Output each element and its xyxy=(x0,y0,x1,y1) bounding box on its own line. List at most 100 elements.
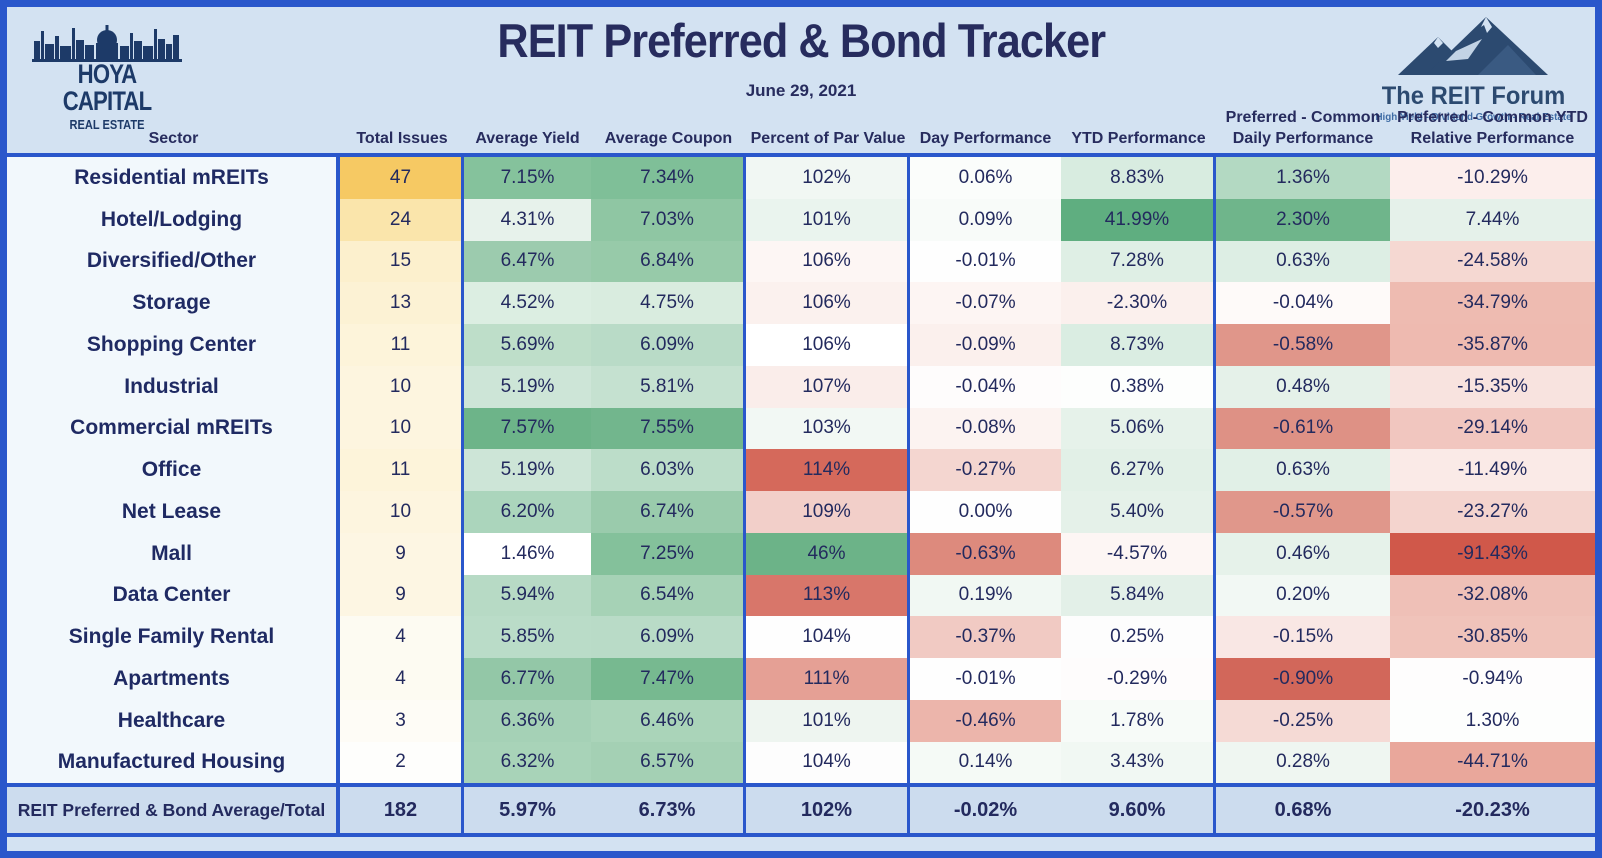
value-cell: -0.58% xyxy=(1216,324,1390,366)
table-row: Shopping Center 11 5.69% 6.09% 106% -0.09% 8.7… xyxy=(7,324,1595,366)
value-cell: 13 xyxy=(340,282,464,324)
value-cell: 3 xyxy=(340,699,464,742)
value-cell: 7.15% xyxy=(464,157,591,199)
value-cell: -4.57% xyxy=(1061,532,1216,575)
value-cell: 101% xyxy=(746,699,910,742)
total-value-cell: 102% xyxy=(746,787,910,834)
value-cell: 41.99% xyxy=(1061,198,1216,241)
value-cell: -0.01% xyxy=(910,240,1061,283)
value-cell: 5.81% xyxy=(591,365,746,408)
value-cell: -2.30% xyxy=(1061,282,1216,324)
value-cell: 8.83% xyxy=(1061,157,1216,199)
value-cell: 6.77% xyxy=(464,658,591,700)
header-divider xyxy=(7,153,1595,157)
value-cell: 15 xyxy=(340,240,464,283)
value-cell: 47 xyxy=(340,157,464,199)
value-cell: 0.25% xyxy=(1061,616,1216,658)
table-row: Apartments 4 6.77% 7.47% 111% -0.01% -0.29% -0.… xyxy=(7,658,1595,700)
sector-cell: Diversified/Other xyxy=(7,240,340,283)
sector-cell: Storage xyxy=(7,282,340,324)
value-cell: 4 xyxy=(340,616,464,658)
value-cell: 6.74% xyxy=(591,491,746,533)
value-cell: 5.69% xyxy=(464,324,591,366)
sector-cell: Single Family Rental xyxy=(7,616,340,658)
table-row: Storage 13 4.52% 4.75% 106% -0.07% -2.30% -0.04… xyxy=(7,282,1595,324)
total-value-cell: -20.23% xyxy=(1455,798,1530,821)
value-cell: -0.07% xyxy=(910,282,1061,324)
value-cell: -29.14% xyxy=(1390,407,1595,450)
value-cell: 4.75% xyxy=(591,282,746,324)
total-label-cell: REIT Preferred & Bond Average/Total xyxy=(7,787,340,834)
table-body: Residential mREITs 47 7.15% 7.34% 102% 0.06% 8… xyxy=(7,157,1595,784)
value-cell: 7.57% xyxy=(464,407,591,450)
value-cell: -0.04% xyxy=(910,365,1061,408)
sector-cell: Industrial xyxy=(7,365,340,408)
value-cell: -34.79% xyxy=(1390,282,1595,324)
column-header: Total Issues xyxy=(356,130,448,148)
value-cell: 0.63% xyxy=(1216,240,1390,283)
table-row: Residential mREITs 47 7.15% 7.34% 102% 0.06% 8… xyxy=(7,157,1595,199)
value-cell: -30.85% xyxy=(1390,616,1595,658)
value-cell: -91.43% xyxy=(1390,532,1595,575)
value-cell: 5.06% xyxy=(1061,407,1216,450)
total-value-cell: 182 xyxy=(340,787,464,834)
value-cell: -0.15% xyxy=(1216,616,1390,658)
value-cell: -11.49% xyxy=(1390,449,1595,491)
value-cell: -0.61% xyxy=(1216,407,1390,450)
value-cell: 0.19% xyxy=(910,574,1061,617)
value-cell: 6.57% xyxy=(591,741,746,784)
value-cell: 106% xyxy=(746,282,910,324)
value-cell: 106% xyxy=(746,240,910,283)
sector-cell: Net Lease xyxy=(7,491,340,533)
value-cell: 8.73% xyxy=(1061,324,1216,366)
value-cell: 6.03% xyxy=(591,449,746,491)
value-cell: -0.27% xyxy=(910,449,1061,491)
value-cell: 7.55% xyxy=(591,407,746,450)
value-cell: -0.01% xyxy=(910,658,1061,700)
table-row: Industrial 10 5.19% 5.81% 107% -0.04% 0.38% 0.4… xyxy=(7,365,1595,408)
value-cell: 11 xyxy=(340,324,464,366)
reit-forum-logo-name: The REIT Forum xyxy=(1381,82,1566,110)
hoya-logo-subtitle: REAL ESTATE xyxy=(69,117,145,132)
value-cell: 24 xyxy=(340,198,464,241)
value-cell: -0.46% xyxy=(910,699,1061,742)
value-cell: 2.30% xyxy=(1216,198,1390,241)
total-value-cell: -0.02% xyxy=(953,798,1018,821)
value-cell: 6.46% xyxy=(591,699,746,742)
value-cell: -23.27% xyxy=(1390,491,1595,533)
value-cell: -0.25% xyxy=(1216,699,1390,742)
value-cell: -0.08% xyxy=(910,407,1061,450)
value-cell: -0.94% xyxy=(1390,658,1595,700)
value-cell: 0.06% xyxy=(910,157,1061,199)
value-cell: 104% xyxy=(746,741,910,784)
hoya-logo-name: HOYA CAPITAL xyxy=(62,59,152,116)
value-cell: 6.09% xyxy=(591,324,746,366)
value-cell: -10.29% xyxy=(1390,157,1595,199)
sector-cell: Residential mREITs xyxy=(7,157,340,199)
value-cell: -0.57% xyxy=(1216,491,1390,533)
value-cell: -0.29% xyxy=(1061,658,1216,700)
column-header: Average Yield xyxy=(475,130,580,148)
table-row: Manufactured Housing 2 6.32% 6.57% 104% 0.14%… xyxy=(7,741,1595,784)
table-row: Net Lease 10 6.20% 6.74% 109% 0.00% 5.40% -0.57… xyxy=(7,491,1595,533)
value-cell: 46% xyxy=(746,532,910,575)
sector-cell: Mall xyxy=(7,532,340,575)
value-cell: 107% xyxy=(746,365,910,408)
value-cell: 4 xyxy=(340,658,464,700)
value-cell: 6.09% xyxy=(591,616,746,658)
value-cell: 0.28% xyxy=(1216,741,1390,784)
value-cell: 5.85% xyxy=(464,616,591,658)
value-cell: -0.09% xyxy=(910,324,1061,366)
sector-cell: Commercial mREITs xyxy=(7,407,340,450)
value-cell: 0.14% xyxy=(910,741,1061,784)
value-cell: 7.03% xyxy=(591,198,746,241)
value-cell: 11 xyxy=(340,449,464,491)
column-header: Preferred - Common Daily Performance xyxy=(1225,109,1381,148)
hoya-capital-logo: HOYA CAPITAL REAL ESTATE xyxy=(23,17,191,132)
column-header: Preferred - Common YTD Relative Performa… xyxy=(1397,109,1588,148)
value-cell: 7.25% xyxy=(591,532,746,575)
value-cell: 102% xyxy=(746,157,910,199)
value-cell: 111% xyxy=(746,658,910,700)
total-row: REIT Preferred & Bond Average/Total 182 5.… xyxy=(7,783,1595,838)
value-cell: 109% xyxy=(746,491,910,533)
